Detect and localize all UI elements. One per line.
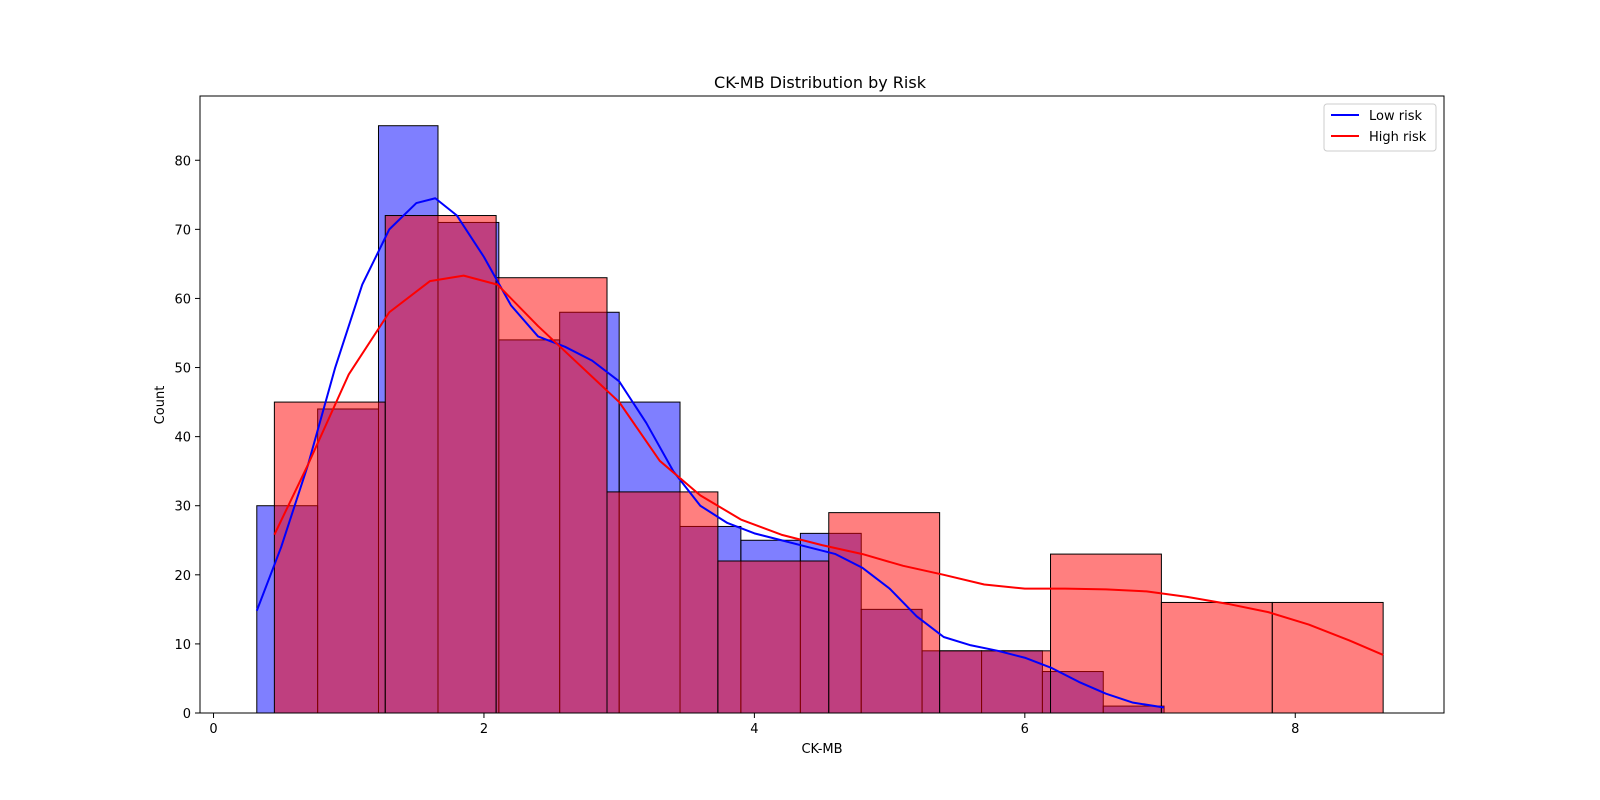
high-risk-bar-0	[273, 401, 386, 714]
y-tick-label: 50	[174, 362, 191, 377]
y-tick-label: 0	[183, 707, 191, 722]
x-axis-label: CK-MB	[801, 742, 842, 757]
kde-lines	[255, 197, 1384, 709]
x-tick-label: 4	[750, 722, 758, 737]
x-tick-label: 8	[1291, 722, 1299, 737]
x-tick-label: 0	[209, 722, 217, 737]
high-risk-bars	[273, 215, 1384, 714]
high-risk-bar-5	[828, 512, 941, 714]
x-axis-ticks: 0 2 4 6 8	[209, 713, 1299, 737]
high-risk-bar-9	[1271, 601, 1384, 714]
high-risk-bar-3	[606, 491, 719, 714]
legend-label-high-risk: High risk	[1369, 130, 1427, 145]
high-risk-bar-8	[1160, 601, 1273, 714]
chart-title: CK-MB Distribution by Risk	[714, 73, 927, 92]
y-tick-label: 40	[174, 431, 191, 446]
y-axis-ticks: 0 10 20 30 40 50 60 70 80	[174, 154, 200, 722]
y-axis-label: Count	[153, 386, 168, 425]
legend-label-low-risk: Low risk	[1369, 109, 1422, 124]
high-risk-kde-line	[273, 274, 1384, 656]
high-risk-bar-4	[717, 560, 830, 714]
y-tick-label: 10	[174, 638, 191, 653]
low-risk-kde-line	[255, 197, 1165, 709]
y-tick-label: 80	[174, 154, 191, 169]
x-tick-label: 6	[1021, 722, 1029, 737]
high-risk-bar-1	[384, 215, 497, 714]
y-tick-label: 30	[174, 500, 191, 515]
x-tick-label: 2	[480, 722, 488, 737]
high-risk-bar-7	[1050, 553, 1162, 714]
plot-frame	[199, 95, 1445, 714]
high-risk-bar-2	[495, 277, 608, 714]
y-tick-label: 20	[174, 569, 191, 584]
y-tick-label: 70	[174, 223, 191, 238]
legend: Low risk High risk	[1323, 103, 1437, 152]
y-tick-label: 60	[174, 292, 191, 307]
